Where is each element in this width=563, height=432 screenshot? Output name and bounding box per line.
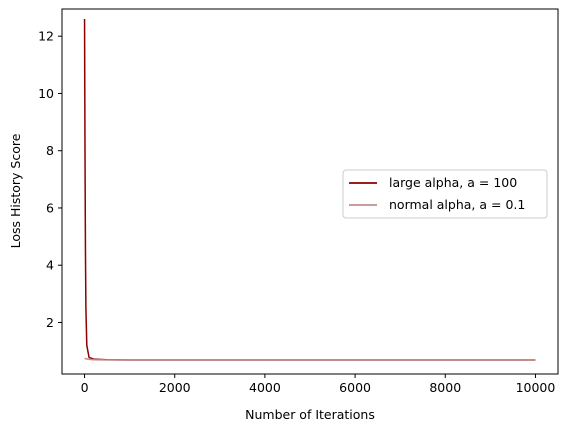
legend-label-large-alpha: large alpha, a = 100 bbox=[389, 175, 517, 190]
series-line-normal-alpha bbox=[84, 357, 536, 361]
y-axis-label: Loss History Score bbox=[8, 133, 23, 248]
x-tick-label: 0 bbox=[81, 380, 89, 395]
series-layer bbox=[83, 19, 536, 361]
y-tick-label: 6 bbox=[46, 200, 54, 215]
x-tick-label: 6000 bbox=[339, 380, 371, 395]
y-axis-ticks: 2 4 6 8 10 12 bbox=[38, 29, 62, 330]
y-tick-label: 12 bbox=[38, 29, 54, 44]
x-axis-ticks: 0 2000 4000 6000 8000 10000 bbox=[81, 374, 556, 395]
plot-frame bbox=[61, 8, 559, 375]
x-tick-label: 4000 bbox=[249, 380, 281, 395]
x-axis-label: Number of Iterations bbox=[245, 407, 375, 422]
x-tick-label: 8000 bbox=[429, 380, 461, 395]
legend-box bbox=[342, 169, 548, 219]
x-tick-label: 10000 bbox=[516, 380, 556, 395]
y-tick-label: 8 bbox=[46, 143, 54, 158]
legend-label-normal-alpha: normal alpha, a = 0.1 bbox=[389, 197, 525, 212]
x-tick-label: 2000 bbox=[159, 380, 191, 395]
y-tick-label: 4 bbox=[46, 258, 54, 273]
y-tick-label: 10 bbox=[38, 86, 54, 101]
y-tick-label: 2 bbox=[46, 315, 54, 330]
legend: large alpha, a = 100 normal alpha, a = 0… bbox=[342, 169, 548, 219]
